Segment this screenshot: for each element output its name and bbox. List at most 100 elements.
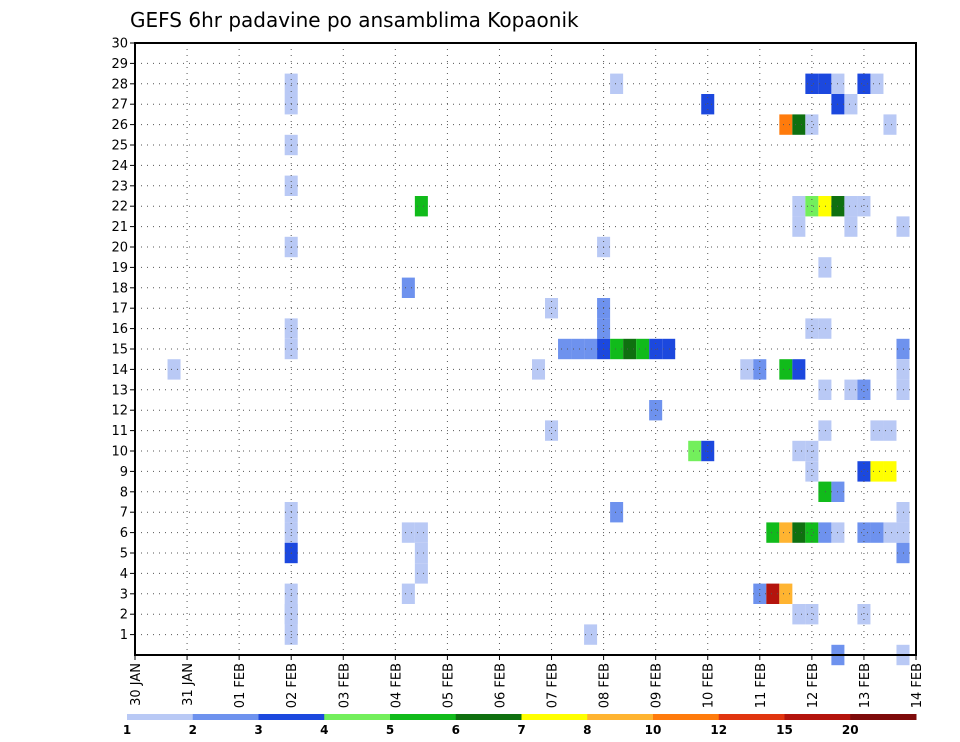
x-axis: 30 JAN 31 JAN 01 FEB 02 FEB 03 FEB 04 FEB 05 F… <box>129 655 925 708</box>
data-cell <box>792 196 806 217</box>
y-tick-label: 2 <box>120 608 128 623</box>
y-tick-label: 19 <box>111 261 128 276</box>
data-cell <box>883 461 897 482</box>
y-tick-label: 1 <box>120 628 128 643</box>
data-cell <box>857 196 871 217</box>
data-cell <box>883 522 897 543</box>
colorbar-label: 4 <box>320 723 328 737</box>
data-cell <box>857 379 871 400</box>
data-cell <box>792 114 806 135</box>
y-tick-label: 10 <box>111 445 128 460</box>
x-tick-label: 07 FEB <box>546 663 561 708</box>
y-tick-label: 12 <box>111 404 128 419</box>
colorbar-swatch <box>653 714 720 720</box>
data-cell <box>896 502 910 523</box>
data-cell <box>792 522 806 543</box>
data-cell <box>857 604 871 625</box>
x-tick-label: 13 FEB <box>858 663 873 708</box>
colorbar-label: 2 <box>189 723 197 737</box>
data-cell <box>870 522 884 543</box>
data-cell <box>844 216 858 237</box>
x-tick-label: 04 FEB <box>389 663 404 708</box>
data-cell <box>844 379 858 400</box>
data-cell <box>805 461 819 482</box>
data-cell <box>558 338 572 360</box>
data-cell <box>401 583 415 604</box>
colorbar-swatch <box>587 714 654 720</box>
y-tick-label: 21 <box>111 220 128 235</box>
colorbar-label: 12 <box>710 723 727 737</box>
data-cell <box>805 73 819 94</box>
data-cell <box>779 583 793 604</box>
colorbar-swatch <box>258 714 325 720</box>
data-cell <box>818 379 832 400</box>
y-tick-label: 18 <box>111 281 128 296</box>
y-tick-label: 30 <box>111 37 128 52</box>
y-tick-label: 28 <box>111 77 128 92</box>
data-cell <box>414 196 428 217</box>
data-cell <box>610 73 624 94</box>
data-cell <box>610 502 624 523</box>
y-tick-label: 8 <box>120 485 128 500</box>
data-cell <box>818 522 832 543</box>
colorbar-swatch <box>127 714 194 720</box>
data-cell <box>414 563 428 584</box>
data-cell <box>792 604 806 625</box>
data-cell <box>818 481 832 502</box>
data-cell <box>792 359 806 380</box>
data-cell <box>857 73 871 94</box>
y-tick-label: 16 <box>111 322 128 337</box>
data-cell <box>636 338 650 360</box>
data-cell <box>766 583 780 604</box>
colorbar-label: 7 <box>517 723 525 737</box>
y-tick-label: 25 <box>111 139 128 154</box>
data-cell <box>870 73 884 94</box>
x-tick-label: 03 FEB <box>337 663 352 708</box>
data-cell <box>818 257 832 278</box>
data-cell <box>545 298 559 319</box>
x-tick-label: 01 FEB <box>233 663 248 708</box>
y-tick-label: 13 <box>111 383 128 398</box>
colorbar-swatch <box>850 714 917 720</box>
data-cell <box>545 420 559 441</box>
data-cell <box>805 522 819 543</box>
colorbar: 1 2 3 4 5 6 7 8 10 12 15 20 <box>123 714 917 737</box>
data-cell <box>818 196 832 217</box>
y-tick-label: 5 <box>120 547 128 562</box>
data-cell <box>649 400 663 421</box>
data-cell <box>896 379 910 400</box>
data-cell <box>701 94 715 115</box>
colorbar-swatch <box>390 714 457 720</box>
data-cell <box>857 522 871 543</box>
data-cell <box>883 114 897 135</box>
x-tick-label: 14 FEB <box>910 663 925 708</box>
x-tick-label: 02 FEB <box>285 663 300 708</box>
x-tick-label: 11 FEB <box>754 663 769 708</box>
data-cell <box>401 277 415 298</box>
colorbar-swatch <box>192 714 259 720</box>
data-cell <box>857 461 871 482</box>
y-tick-label: 7 <box>120 506 128 521</box>
x-tick-label: 08 FEB <box>598 663 613 708</box>
data-cell <box>870 420 884 441</box>
y-tick-label: 15 <box>111 343 128 358</box>
data-cell <box>740 359 754 380</box>
data-cell <box>792 440 806 462</box>
x-tick-label: 30 JAN <box>129 663 144 706</box>
y-tick-label: 29 <box>111 57 128 72</box>
data-cell <box>414 522 428 543</box>
data-cell <box>805 318 819 339</box>
x-tick-label: 05 FEB <box>441 663 456 708</box>
data-cell <box>844 94 858 115</box>
data-cell <box>571 338 585 360</box>
y-tick-label: 26 <box>111 118 128 133</box>
y-tick-label: 27 <box>111 98 128 113</box>
grid-lines <box>134 42 917 655</box>
data-cell <box>532 359 546 380</box>
data-cell <box>818 73 832 94</box>
data-cell <box>779 114 793 135</box>
colorbar-label: 1 <box>123 723 131 737</box>
y-tick-label: 9 <box>120 465 128 480</box>
colorbar-swatch <box>784 714 851 720</box>
